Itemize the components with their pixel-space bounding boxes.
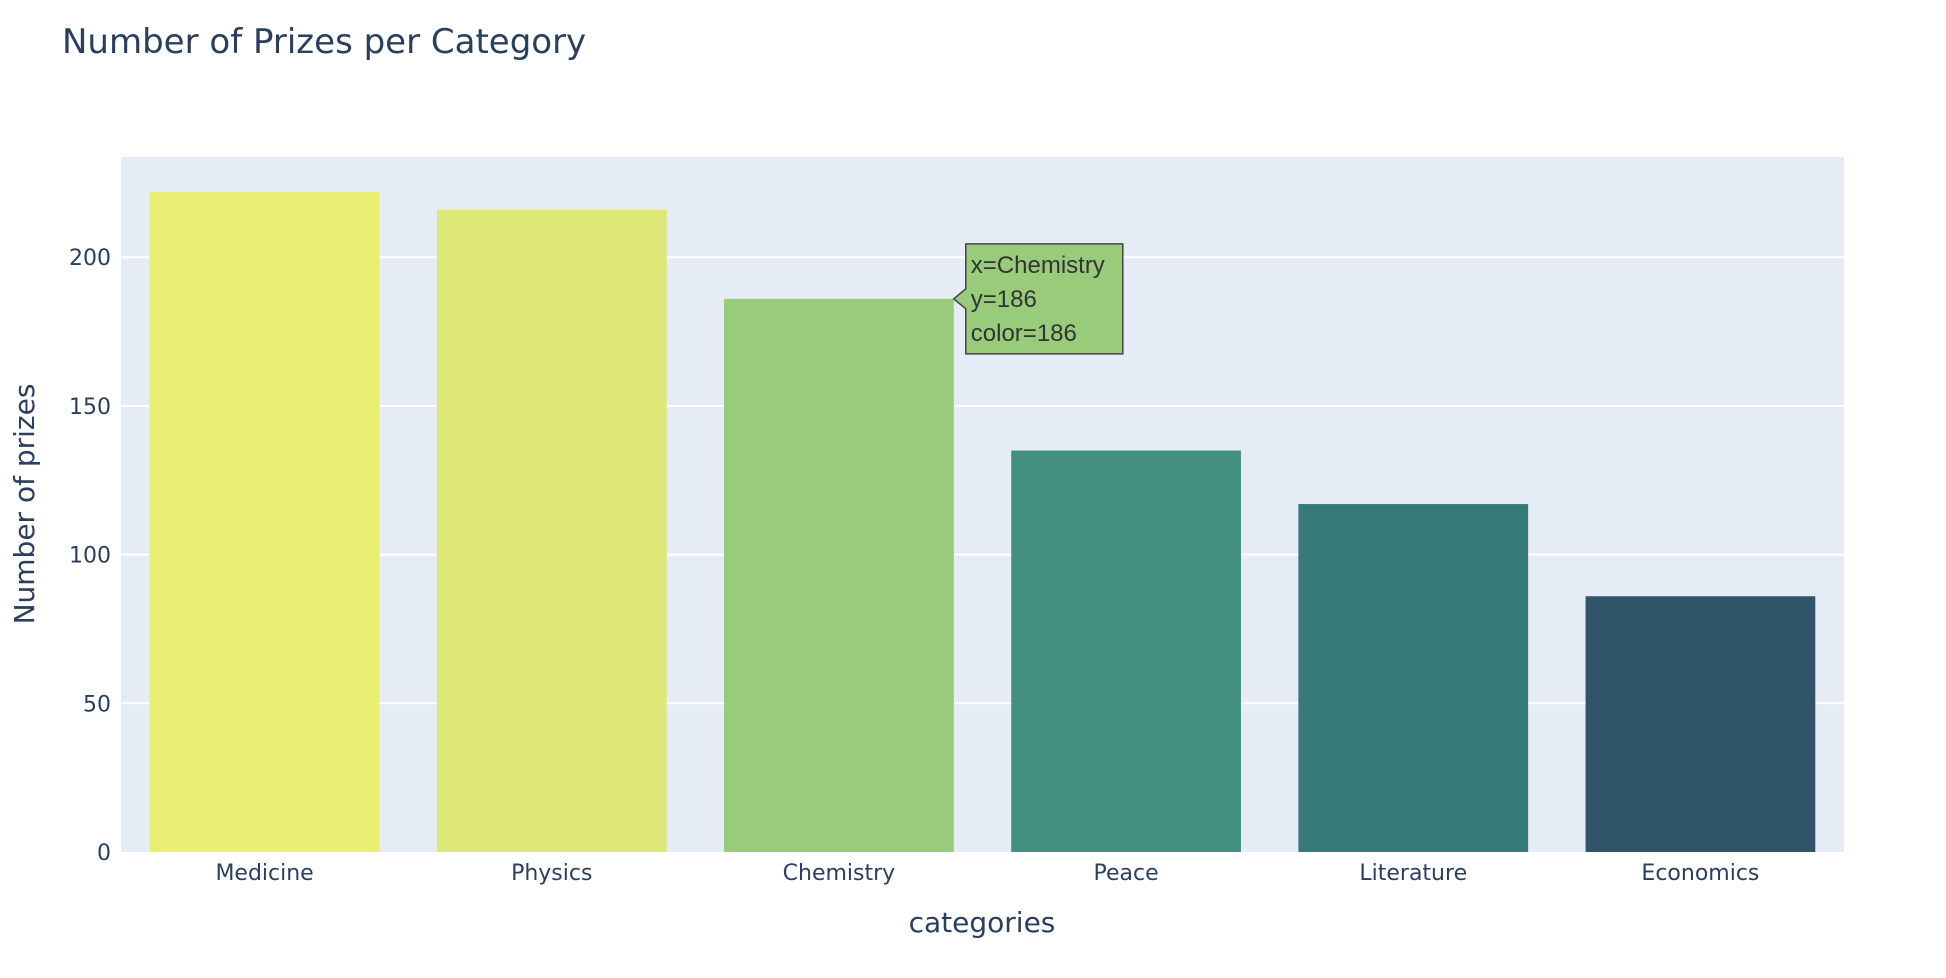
bar-economics[interactable] — [1585, 596, 1816, 852]
bars — [149, 191, 1816, 852]
x-axis-ticks: Medicine Physics Chemistry Peace Literature E… — [215, 861, 1759, 886]
y-axis-title: Number of prizes — [8, 384, 41, 625]
x-axis-title: categories — [909, 906, 1056, 939]
hover-tooltip: x=Chemistry y=186 color=186 — [952, 243, 1124, 355]
x-tick-label: Physics — [511, 861, 592, 886]
x-tick-label: Peace — [1094, 861, 1159, 886]
x-tick-label: Literature — [1359, 861, 1467, 886]
y-tick-label: 0 — [97, 841, 111, 866]
tooltip-box — [952, 243, 1124, 355]
x-tick-label: Economics — [1641, 861, 1759, 886]
y-tick-label: 100 — [69, 544, 111, 569]
bar-physics[interactable] — [436, 209, 667, 852]
bar-peace[interactable] — [1011, 450, 1241, 852]
y-axis-ticks: 0 50 100 150 200 — [69, 246, 111, 866]
y-tick-label: 150 — [69, 395, 111, 420]
x-tick-label: Medicine — [215, 861, 313, 886]
tooltip-line: color=186 — [971, 320, 1077, 347]
bar-medicine[interactable] — [149, 191, 380, 852]
y-tick-label: 50 — [83, 692, 111, 717]
bar-literature[interactable] — [1298, 504, 1529, 852]
chart-title: Number of Prizes per Category — [62, 22, 586, 62]
tooltip-line: y=186 — [971, 286, 1037, 313]
y-tick-label: 200 — [69, 246, 111, 271]
bar-chemistry[interactable] — [724, 298, 954, 852]
tooltip-line: x=Chemistry — [971, 252, 1105, 279]
x-tick-label: Chemistry — [783, 861, 896, 886]
